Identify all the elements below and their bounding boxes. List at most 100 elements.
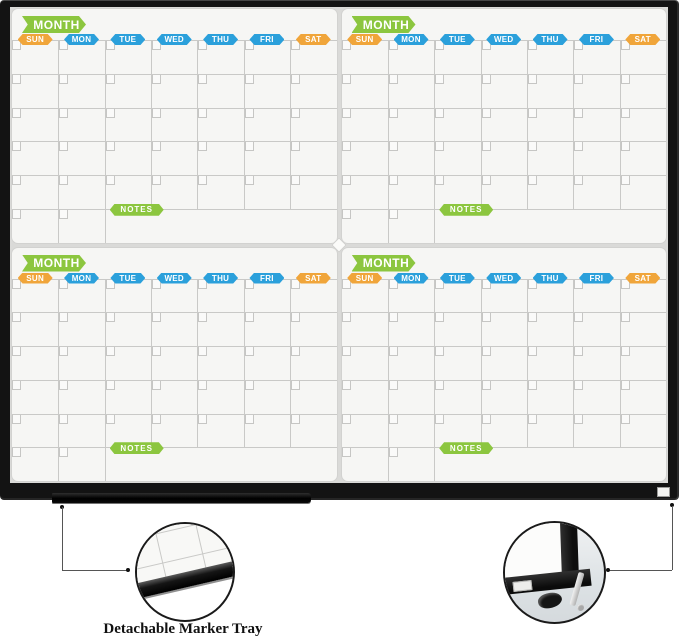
date-box — [574, 347, 584, 356]
callout-line — [672, 506, 673, 570]
date-box — [244, 347, 254, 356]
date-box — [574, 41, 584, 50]
date-box — [527, 347, 537, 356]
day-label-mon: MON — [393, 272, 429, 284]
weekday-header-row: SUN MON TUE WED THU FRI SAT — [342, 34, 667, 46]
calendar-cell — [434, 141, 481, 175]
date-box — [435, 41, 445, 50]
day-label-sat: SAT — [295, 34, 331, 45]
calendar-cell — [573, 413, 620, 448]
calendar-quadrant-top-right: MONTH SUN MON TUE WED THU FRI SAT NOTES — [340, 8, 667, 244]
calendar-cell — [12, 107, 59, 142]
calendar-cell — [197, 175, 244, 209]
date-box — [388, 347, 398, 356]
calendar-cell — [341, 107, 388, 142]
date-box — [105, 142, 115, 152]
date-box — [435, 142, 445, 152]
date-box — [291, 176, 301, 185]
date-box — [244, 74, 254, 84]
date-box — [291, 347, 301, 356]
calendar-cell — [387, 141, 435, 175]
calendar-cell — [434, 346, 481, 380]
weekday-header-row: SUN MON TUE WED THU FRI SAT — [12, 272, 337, 285]
date-box — [244, 108, 254, 118]
date-box — [341, 74, 351, 84]
date-box — [152, 142, 162, 152]
grid-line — [137, 524, 233, 544]
calendar-cell — [526, 107, 574, 142]
calendar-cell — [104, 107, 152, 142]
day-label-tue: TUE — [439, 34, 475, 45]
calendar-cell — [104, 413, 152, 448]
date-box — [291, 41, 301, 50]
date-box — [152, 74, 162, 84]
date-box — [12, 74, 21, 84]
day-label-wed: WED — [156, 272, 192, 284]
calendar-cell — [387, 208, 435, 243]
calendar-cell — [387, 379, 435, 414]
date-box — [481, 380, 491, 390]
date-box — [435, 347, 445, 356]
calendar-cell — [573, 175, 620, 209]
calendar-cell — [573, 73, 620, 108]
day-label-wed: WED — [486, 34, 522, 45]
day-label-sun: SUN — [347, 272, 383, 284]
date-box — [341, 380, 351, 390]
date-box — [527, 176, 537, 185]
callout-dot — [126, 568, 130, 572]
calendar-quadrant-bottom-right: MONTH SUN MON TUE WED THU FRI SAT NOTES — [340, 246, 667, 482]
marker-pen-tip — [577, 604, 585, 612]
calendar-cell — [526, 346, 574, 380]
day-label-wed: WED — [156, 34, 192, 45]
date-box — [620, 347, 630, 356]
calendar-cell — [341, 379, 388, 414]
date-box — [527, 380, 537, 390]
calendar-cell — [12, 413, 59, 448]
calendar-cell — [341, 73, 388, 108]
date-box — [59, 313, 69, 323]
date-box — [59, 279, 69, 289]
day-label-mon: MON — [64, 272, 100, 284]
date-box — [244, 41, 254, 50]
calendar-cell — [12, 447, 59, 481]
date-box — [341, 414, 351, 424]
date-box — [59, 209, 69, 219]
date-box — [12, 41, 21, 50]
date-box — [481, 74, 491, 84]
date-box — [620, 279, 630, 289]
calendar-cell — [104, 141, 152, 175]
calendar-cell — [243, 346, 291, 380]
calendar-cell — [434, 107, 481, 142]
notes-area: NOTES — [104, 203, 337, 243]
calendar-cell — [243, 107, 291, 142]
date-box — [341, 108, 351, 118]
calendar-cell — [104, 312, 152, 346]
notes-banner: NOTES — [439, 442, 494, 455]
calendar-cell — [151, 379, 198, 414]
calendar-cell — [12, 208, 59, 243]
date-box — [152, 380, 162, 390]
calendar-cell — [526, 175, 574, 209]
date-box — [105, 347, 115, 356]
calendar-cell — [480, 73, 527, 108]
calendar-cell — [197, 141, 244, 175]
date-box — [388, 313, 398, 323]
calendar-cell — [480, 107, 527, 142]
calendar-cell — [341, 175, 388, 209]
date-box — [388, 279, 398, 289]
date-box — [435, 108, 445, 118]
corner-detail-circle — [503, 521, 606, 624]
date-box — [388, 41, 398, 50]
callout-line — [608, 570, 672, 571]
day-label-fri: FRI — [578, 34, 614, 45]
calendar-cell — [290, 379, 337, 414]
date-box — [12, 279, 21, 289]
date-box — [105, 74, 115, 84]
date-box — [59, 74, 69, 84]
date-box — [244, 313, 254, 323]
date-box — [388, 414, 398, 424]
calendar-cell — [526, 312, 574, 346]
grid-line — [227, 524, 233, 564]
calendar-cell — [197, 346, 244, 380]
calendar-cell — [243, 175, 291, 209]
